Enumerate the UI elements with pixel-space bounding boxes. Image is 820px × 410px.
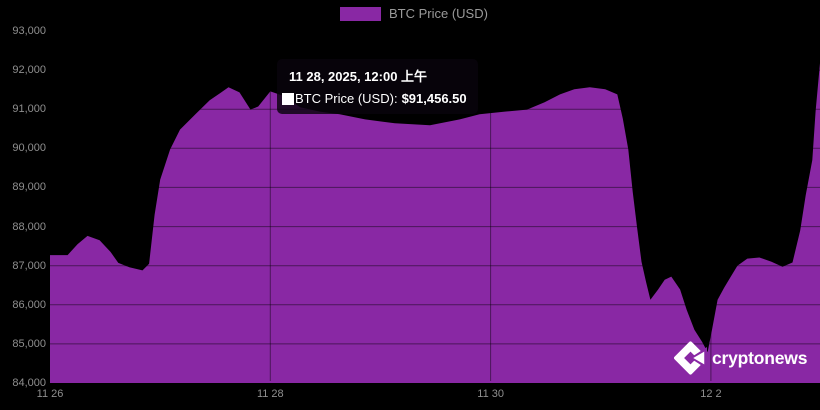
btc-price-area-series[interactable] [50,63,820,383]
y-axis-label: 92,000 [12,64,46,77]
tooltip: 11 28, 2025, 12:00 上午 BTC Price (USD): $… [277,59,478,114]
y-axis-label: 86,000 [12,298,46,311]
y-axis-label: 90,000 [12,142,46,155]
y-axis-label: 84,000 [12,377,46,389]
y-axis-label: 87,000 [12,259,46,272]
x-axis-label: 12 2 [700,388,722,400]
y-axis-label: 89,000 [12,181,46,194]
cryptonews-wordmark: cryptonews [712,347,808,368]
tooltip-value: $91,456.50 [401,91,467,106]
tooltip-series-row: BTC Price (USD): $91,456.50 [282,91,467,106]
legend-swatch [340,7,381,21]
legend-label: BTC Price (USD) [389,6,488,21]
legend-item-btc-price[interactable]: BTC Price (USD) [340,6,488,22]
tooltip-date: 11 28, 2025, 12:00 上午 [289,69,428,84]
cryptonews-logo[interactable]: cryptonews [674,340,807,376]
x-axis-label: 11 30 [477,388,504,400]
tooltip-series-label: BTC Price (USD): [295,91,398,106]
gridlines [50,31,820,383]
x-axis-label: 11 28 [256,388,284,400]
y-axis-label: 88,000 [12,220,46,233]
y-axis-label: 91,000 [12,103,46,116]
x-axis-label: 11 26 [36,388,64,400]
series-marker-icon [282,92,294,105]
y-axis-label: 93,000 [12,25,46,37]
cryptonews-icon [674,341,707,375]
y-axis-label: 85,000 [12,337,46,350]
